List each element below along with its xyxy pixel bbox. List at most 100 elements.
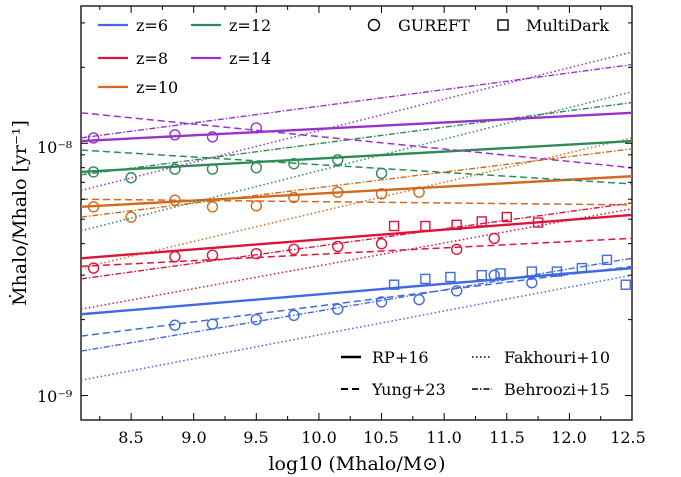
- ticks-layer: [81, 6, 633, 420]
- series-line-z14-solid: [81, 111, 632, 143]
- points-layer: [87, 122, 631, 331]
- legend-label-z6: z=6: [136, 16, 168, 35]
- data-point-gureft-z8: [250, 247, 263, 260]
- series-line-z10-dashdot: [81, 148, 632, 218]
- legend-marker-circle: [367, 18, 381, 32]
- legend-label-multidark: MultiDark: [526, 16, 609, 35]
- legend-label-z14: z=14: [229, 49, 271, 68]
- y-axis-label: Ṁhalo/Mhalo [yr⁻¹]: [8, 120, 31, 306]
- data-point-gureft-z6: [488, 269, 500, 281]
- series-line-z6-dashdot: [81, 257, 632, 352]
- series-line-z6-dashed: [81, 265, 632, 337]
- data-point-gureft-z6: [526, 277, 538, 289]
- data-point-multidark-z8: [388, 220, 400, 232]
- data-point-multidark-z6: [601, 254, 613, 266]
- data-point-multidark-z6: [388, 279, 400, 290]
- data-point-gureft-z6: [450, 285, 463, 297]
- data-point-gureft-z12: [206, 163, 219, 175]
- series-line-z12-solid: [81, 139, 632, 174]
- x-tick-label: 11.0: [426, 428, 462, 447]
- y-tick-label: 10⁻⁸: [37, 138, 72, 157]
- data-point-gureft-z12: [375, 167, 388, 180]
- data-point-gureft-z8: [169, 251, 181, 263]
- x-tick-label: 10.5: [363, 428, 399, 447]
- data-point-multidark-z6: [620, 279, 631, 290]
- data-point-gureft-z6: [332, 303, 344, 315]
- series-line-z12-dashed: [81, 149, 632, 185]
- data-point-gureft-z14: [169, 129, 181, 141]
- data-point-gureft-z12: [332, 154, 344, 166]
- data-point-gureft-z10: [332, 186, 344, 198]
- data-point-gureft-z12: [250, 162, 263, 174]
- data-point-gureft-z10: [206, 201, 219, 213]
- series-line-z12-dashdot: [81, 101, 632, 176]
- legend-label-z8: z=8: [136, 49, 168, 68]
- data-point-gureft-z8: [288, 243, 300, 255]
- series-line-z14-dashdot: [81, 63, 632, 139]
- data-point-gureft-z8: [488, 232, 500, 245]
- series-line-z8-dashdot: [81, 202, 632, 280]
- data-point-multidark-z8: [476, 216, 487, 227]
- data-point-gureft-z6: [169, 319, 181, 331]
- data-point-gureft-z6: [413, 293, 425, 306]
- data-point-gureft-z8: [375, 237, 388, 250]
- legend-label-z12: z=12: [229, 16, 271, 35]
- series-line-z14-dotted: [81, 51, 632, 192]
- data-point-multidark-z8: [532, 217, 544, 228]
- x-tick-label: 12.0: [551, 428, 587, 447]
- data-point-gureft-z8: [332, 240, 344, 253]
- data-point-multidark-z8: [420, 220, 431, 232]
- data-point-gureft-z10: [169, 194, 181, 206]
- data-point-gureft-z6: [206, 318, 219, 330]
- data-point-gureft-z6: [288, 309, 300, 322]
- plot-frame: [80, 5, 633, 421]
- data-point-gureft-z6: [375, 296, 388, 308]
- series-line-z14-dashed: [81, 112, 632, 169]
- data-point-gureft-z12: [288, 157, 300, 170]
- data-point-gureft-z10: [250, 200, 263, 212]
- legend-label-fakhouri10: Fakhouri+10: [504, 348, 610, 367]
- data-point-multidark-z6: [445, 271, 456, 283]
- series-line-z8-solid: [81, 213, 632, 260]
- y-tick-labels: 10⁻⁹ 10⁻⁸: [37, 138, 73, 406]
- data-point-gureft-z10: [288, 191, 300, 204]
- data-point-gureft-z8: [87, 262, 100, 274]
- series-line-z10-solid: [81, 175, 632, 208]
- data-point-gureft-z10: [413, 186, 425, 198]
- x-tick-labels: 8.5 9.0 9.5 10.0 10.5 11.0 11.5 12.0 12.…: [118, 428, 646, 447]
- series-line-z8-dotted: [81, 208, 632, 310]
- data-point-gureft-z14: [250, 122, 263, 134]
- data-point-multidark-z6: [495, 268, 506, 279]
- data-point-gureft-z6: [250, 313, 263, 326]
- data-point-multidark-z8: [451, 219, 462, 231]
- x-axis-label: log10 (Mhalo/M⊙): [268, 453, 445, 475]
- redshift-legend: z=6 z=12 z=8 z=14 z=10: [98, 16, 271, 97]
- marker-legend: GUREFT MultiDark: [367, 16, 609, 35]
- data-point-gureft-z12: [169, 163, 181, 175]
- series-layer: [81, 51, 632, 381]
- data-point-gureft-z8: [450, 243, 463, 255]
- data-point-gureft-z14: [87, 132, 100, 144]
- data-point-multidark-z8: [501, 211, 512, 223]
- data-point-multidark-z6: [476, 269, 487, 281]
- data-point-gureft-z8: [206, 249, 219, 261]
- x-tick-label: 12.5: [610, 428, 646, 447]
- data-point-multidark-z6: [551, 266, 563, 277]
- series-line-z12-dotted: [81, 91, 632, 232]
- data-point-gureft-z12: [87, 166, 100, 178]
- series-line-z6-solid: [81, 266, 632, 316]
- data-point-gureft-z10: [125, 211, 137, 223]
- series-line-z6-dotted: [81, 274, 632, 381]
- y-tick-label: 10⁻⁹: [37, 387, 73, 406]
- data-point-gureft-z10: [87, 201, 100, 213]
- data-point-multidark-z6: [526, 266, 538, 277]
- data-point-multidark-z6: [576, 262, 588, 274]
- model-legend: RP+16 Fakhouri+10 Yung+23 Behroozi+15: [341, 348, 610, 399]
- x-tick-label: 10.0: [301, 428, 337, 447]
- data-point-gureft-z10: [375, 188, 388, 200]
- legend-label-rp16: RP+16: [372, 348, 429, 367]
- x-tick-label: 9.5: [243, 428, 268, 447]
- x-tick-label: 11.5: [489, 428, 525, 447]
- legend-label-yung23: Yung+23: [371, 380, 446, 399]
